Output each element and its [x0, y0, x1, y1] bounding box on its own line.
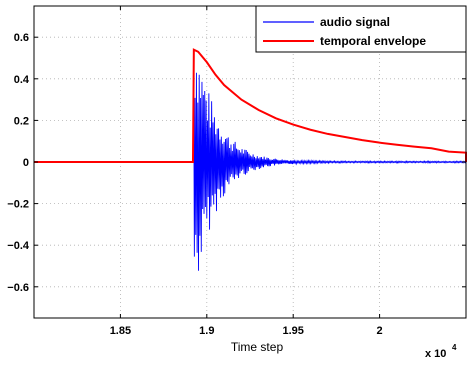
legend: audio signal temporal envelope: [255, 5, 467, 53]
x-tick-label: 1.95: [282, 325, 303, 337]
x-tick-label: 2: [377, 325, 383, 337]
y-tick-label: −0.6: [7, 282, 29, 294]
x-tick-label: 1.85: [110, 325, 131, 337]
legend-label-audio-signal: audio signal: [320, 15, 390, 29]
legend-label-temporal-envelope: temporal envelope: [320, 34, 426, 48]
y-tick-label: 0: [23, 157, 29, 169]
series-line-audio-signal: [34, 72, 467, 271]
axis-ticks: −0.6 −0.4 −0.2 0 0.2 0.4 0.6 1.85 1.9 1.95 2: [7, 6, 466, 337]
y-tick-label: 0.6: [14, 32, 29, 44]
y-tick-label: 0.4: [14, 74, 30, 86]
y-tick-label: −0.2: [7, 199, 29, 211]
series-layer: [34, 48, 467, 271]
x-multiplier: x 10 4: [425, 343, 457, 360]
x-multiplier-base: x 10: [425, 348, 446, 360]
x-tick-label: 1.9: [199, 325, 214, 337]
legend-box: [255, 5, 467, 53]
y-tick-label: 0.2: [14, 115, 29, 127]
x-axis-label: Time step: [231, 340, 284, 354]
y-tick-label: −0.4: [7, 240, 30, 252]
series-line-temporal-envelope: [34, 48, 467, 163]
x-multiplier-exponent: 4: [452, 343, 457, 352]
